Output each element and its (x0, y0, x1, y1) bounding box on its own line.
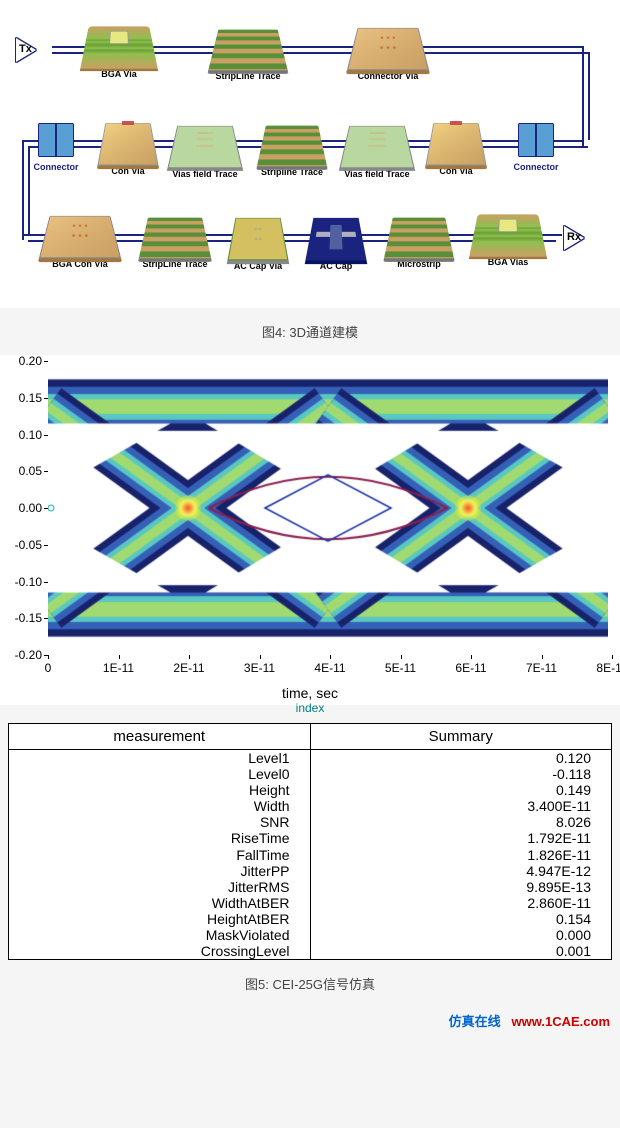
vias-field-icon (167, 126, 242, 169)
x-tick: 8E-11 (596, 661, 620, 675)
x-tick: 0 (45, 661, 52, 675)
y-tick: -0.10 (6, 575, 42, 589)
y-tick: -0.15 (6, 611, 42, 625)
table-row: CrossingLevel0.001 (9, 943, 611, 959)
x-tick: 3E-11 (244, 661, 275, 675)
microstrip-icon (384, 218, 454, 259)
eye-canvas (48, 361, 608, 655)
block-label: Connector (508, 163, 564, 173)
x-tick: 4E-11 (314, 661, 345, 675)
table-row: RiseTime1.792E-11 (9, 830, 611, 846)
table-header: Summary (310, 724, 611, 750)
bga-vias-icon (469, 214, 546, 256)
vias-field2-icon (339, 126, 414, 169)
y-tick: 0.10 (6, 428, 42, 442)
measurement-table: measurement Summary Level10.120Level0-0.… (8, 723, 612, 960)
block-label: AC Cap (304, 262, 368, 272)
block-label: Vias field Trace (338, 170, 416, 180)
rx-port: Rx (564, 226, 602, 250)
watermark-url: www.1CAE.com (512, 1014, 610, 1029)
block-label: StripLine Trace (136, 260, 214, 270)
table-row: JitterRMS9.895E-13 (9, 879, 611, 895)
table-row: MaskViolated0.000 (9, 927, 611, 943)
table-row: FallTime1.826E-11 (9, 847, 611, 863)
block-label: Connector Via (348, 72, 428, 82)
block-label: BGA Vias (473, 258, 543, 268)
stripline2-icon (257, 126, 327, 167)
watermark-cn: 仿真在线 (449, 1014, 501, 1029)
table-row: Height0.149 (9, 782, 611, 798)
tx-port: Tx (16, 38, 54, 62)
x-axis-label: time, sec (0, 685, 620, 701)
eye-diagram: -0.20 -0.15 -0.10 -0.05 0.00 0.05 0.10 0.15 0.20… (0, 355, 620, 705)
x-axis-sublabel: index (0, 701, 620, 715)
x-tick: 1E-11 (103, 661, 134, 675)
block-label: Microstrip (384, 260, 454, 270)
bga-con-via-icon (39, 216, 121, 259)
fig4-diagram: Tx Rx BGA Via StripLine Trace Connector … (0, 0, 620, 308)
table-row: JitterPP4.947E-12 (9, 863, 611, 879)
tx-label: Tx (19, 43, 32, 55)
stripline-icon (208, 30, 287, 71)
y-tick: -0.20 (6, 648, 42, 662)
block-label: AC Cap Via (226, 262, 290, 272)
table-row: Width3.400E-11 (9, 798, 611, 814)
table-row: HeightAtBER0.154 (9, 911, 611, 927)
x-tick: 6E-11 (455, 661, 486, 675)
ac-cap-icon (305, 218, 366, 261)
table-row: Level10.120 (9, 750, 611, 767)
fig4-caption: 图4: 3D通道建模 (0, 322, 620, 341)
signal-chain: Tx Rx BGA Via StripLine Trace Connector … (8, 10, 612, 300)
block-label: Con Via (100, 167, 156, 177)
block-label: Stripline Trace (254, 168, 330, 178)
x-tick: 7E-11 (526, 661, 557, 675)
block-label: Con Via (428, 167, 484, 177)
y-tick: 0.00 (6, 501, 42, 515)
table-row: Level0-0.118 (9, 766, 611, 782)
table-header: measurement (9, 724, 310, 750)
con-via-icon (97, 123, 158, 166)
eye-plot-area: -0.20-0.15-0.10-0.050.000.050.100.150.20… (48, 361, 612, 655)
x-tick: 2E-11 (173, 661, 204, 675)
ac-cap-via-icon (227, 218, 288, 261)
block-label: Connector (28, 163, 84, 173)
con-via2-icon (425, 123, 486, 166)
rx-label: Rx (567, 231, 581, 243)
block-label: BGA Con Via (44, 260, 116, 270)
watermark: 仿真在线 www.1CAE.com (0, 1007, 620, 1034)
block-label: BGA Via (84, 70, 154, 80)
stripline3-icon (139, 218, 211, 259)
y-tick: 0.05 (6, 464, 42, 478)
x-tick: 5E-11 (385, 661, 416, 675)
block-label: StripLine Trace (208, 72, 288, 82)
y-tick: -0.05 (6, 538, 42, 552)
connector-icon (34, 117, 78, 161)
y-tick: 0.20 (6, 354, 42, 368)
connector-via-icon (347, 28, 429, 71)
bga-via-icon (80, 26, 157, 68)
fig5-caption: 图5: CEI-25G信号仿真 (0, 974, 620, 993)
table-row: WidthAtBER2.860E-11 (9, 895, 611, 911)
table-row: SNR8.026 (9, 814, 611, 830)
y-tick: 0.15 (6, 391, 42, 405)
block-label: Vias field Trace (166, 170, 244, 180)
connector2-icon (514, 117, 558, 161)
